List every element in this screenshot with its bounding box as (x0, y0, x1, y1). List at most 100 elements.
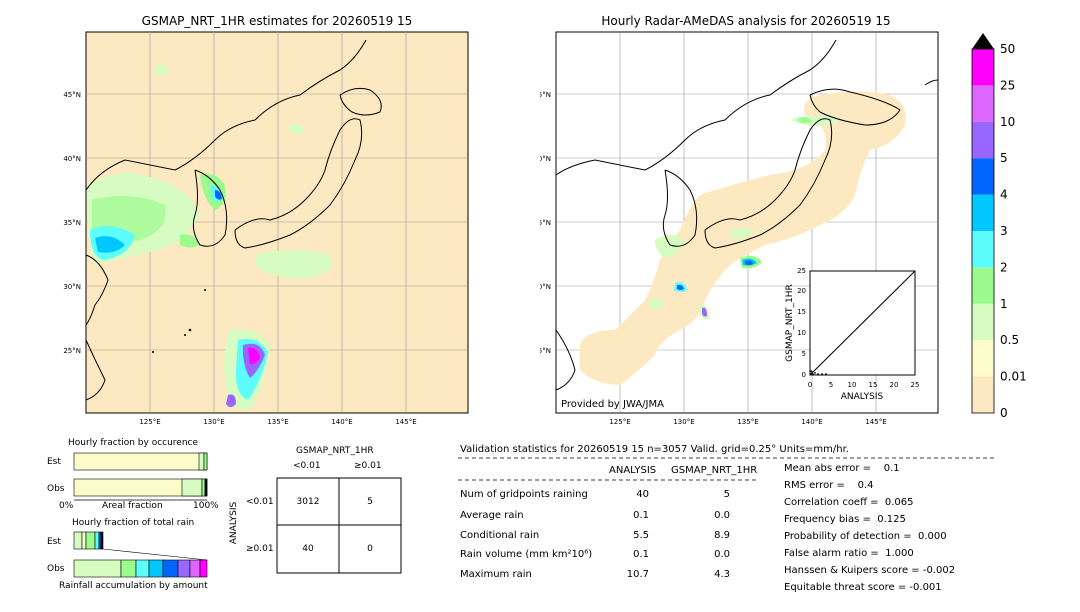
right-lon-145: 145°E (865, 418, 886, 426)
right-lat-40: 40°N (540, 155, 551, 163)
validation-volume-gsmap: 0.0 (714, 549, 730, 560)
left-lat-40: 40°N (63, 155, 81, 163)
contingency-cell-01: 5 (367, 497, 373, 507)
validation-conditional-gsmap: 8.9 (714, 530, 730, 541)
score-mae: Mean abs error = 0.1 (784, 463, 900, 474)
inset-xtick-5: 5 (829, 381, 833, 389)
score-correlation: Correlation coeff = 0.065 (784, 497, 914, 508)
inset-ytick-20: 20 (797, 287, 806, 295)
colorbar-label-8: 10 (1000, 115, 1015, 129)
inset-scatter: 0 5 10 15 20 25 0 5 10 15 20 25 ANALYSIS… (785, 267, 920, 402)
rain-label-obs: Obs (47, 564, 65, 574)
score-rms: RMS error = 0.4 (784, 480, 874, 491)
colorbar-band-2 (972, 303, 994, 341)
validation-row-average: Average rain (460, 510, 524, 521)
left-lat-45: 45°N (63, 91, 81, 99)
occ-label-obs: Obs (47, 484, 65, 494)
colorbar-label-5: 3 (1000, 224, 1008, 238)
colorbar: 0 0.01 0.5 1 2 3 4 5 10 25 50 (971, 33, 1027, 420)
colorbar-label-10: 50 (1000, 42, 1015, 56)
colorbar-label-4: 2 (1000, 260, 1008, 274)
left-rain-patches (87, 64, 333, 410)
occurrence-title: Hourly fraction by occurence (68, 438, 199, 448)
inset-ytick-5: 5 (802, 350, 806, 358)
validation-row-maximum: Maximum rain (460, 569, 532, 580)
occurrence-chart (73, 452, 208, 501)
colorbar-band-4 (972, 231, 994, 268)
validation-average-gsmap: 0.0 (714, 510, 730, 521)
score-hk: Hanssen & Kuipers score = -0.002 (784, 565, 956, 576)
right-map-title: Hourly Radar-AMeDAS analysis for 2026051… (601, 14, 891, 28)
score-frequency-bias: Frequency bias = 0.125 (784, 514, 906, 525)
inset-ytick-25: 25 (797, 267, 806, 275)
left-lat-25: 25°N (63, 347, 81, 355)
radar-credit: Provided by JWA/JMA (561, 399, 664, 410)
inset-xlabel: ANALYSIS (841, 392, 884, 402)
validation-header: Validation statistics for 20260519 15 n=… (460, 444, 849, 455)
validation-average-analysis: 0.1 (633, 510, 649, 521)
contingency-row-ge: ≥0.01 (246, 544, 274, 554)
right-lon-125: 125°E (609, 418, 630, 426)
inset-ytick-15: 15 (797, 308, 806, 316)
inset-xtick-15: 15 (869, 381, 878, 389)
score-pod: Probability of detection = 0.000 (784, 531, 947, 542)
colorbar-band-0 (972, 376, 994, 413)
colorbar-label-1: 0.01 (1000, 370, 1027, 384)
colorbar-label-7: 5 (1000, 151, 1008, 165)
right-lon-135: 135°E (737, 418, 758, 426)
colorbar-band-9 (972, 49, 994, 86)
occ-axis-label: Areal fraction (102, 501, 163, 511)
left-lat-30: 30°N (63, 283, 81, 291)
contingency-col-lt: <0.01 (293, 461, 321, 471)
contingency-col-ge: ≥0.01 (354, 461, 382, 471)
colorbar-band-3 (972, 267, 994, 304)
occ-label-est: Est (47, 457, 61, 467)
occ-axis-0: 0% (59, 501, 74, 511)
validation-volume-analysis: 0.1 (633, 549, 649, 560)
contingency-cell-00: 3012 (296, 497, 320, 507)
contingency-row-lt: <0.01 (246, 497, 274, 507)
colorbar-label-9: 25 (1000, 78, 1015, 92)
right-lon-130: 130°E (673, 418, 694, 426)
validation-gridpoints-analysis: 40 (636, 489, 649, 500)
validation-conditional-analysis: 5.5 (633, 530, 649, 541)
left-lon-125: 125°E (139, 418, 160, 426)
inset-ylabel: GSMAP_NRT_1HR (785, 284, 795, 362)
contingency-title: GSMAP_NRT_1HR (296, 446, 374, 456)
validation-gridpoints-gsmap: 5 (723, 489, 730, 500)
left-lon-145: 145°E (395, 418, 416, 426)
left-map-title: GSMAP_NRT_1HR estimates for 20260519 15 (141, 14, 413, 28)
right-lat-25: 25°N (540, 347, 551, 355)
left-map: 45°N 40°N 35°N 30°N 25°N 125°E 130°E 135… (63, 31, 469, 426)
contingency-side-label: ANALYSIS (229, 501, 240, 545)
validation-col-analysis: ANALYSIS (609, 465, 657, 476)
rainfall-title: Hourly fraction of total rain (72, 518, 195, 528)
colorbar-label-0: 0 (1000, 406, 1008, 420)
occ-axis-100: 100% (193, 501, 219, 511)
validation-divider (458, 457, 996, 459)
right-lat-35: 35°N (540, 219, 551, 227)
contingency-cell-11: 0 (367, 544, 373, 554)
score-ets: Equitable threat score = -0.001 (784, 582, 942, 593)
inset-ytick-10: 10 (797, 329, 806, 337)
right-lat-30: 30°N (540, 283, 551, 291)
colorbar-label-6: 4 (1000, 188, 1008, 202)
contingency-cell-10: 40 (302, 544, 314, 554)
validation-maximum-gsmap: 4.3 (714, 569, 730, 580)
colorbar-band-1 (972, 340, 994, 377)
radar-coverage (580, 91, 906, 385)
validation-maximum-analysis: 10.7 (626, 569, 649, 580)
colorbar-label-2: 0.5 (1000, 333, 1019, 347)
inset-xtick-0: 0 (808, 381, 812, 389)
inset-ytick-0: 0 (802, 371, 806, 379)
right-rain-patches (650, 115, 840, 320)
inset-xtick-10: 10 (848, 381, 857, 389)
score-far: False alarm ratio = 1.000 (784, 548, 914, 559)
inset-xtick-25: 25 (911, 381, 920, 389)
left-lat-35: 35°N (63, 219, 81, 227)
rainfall-footer: Rainfall accumulation by amount (59, 581, 208, 591)
colorbar-band-8 (972, 85, 994, 122)
validation-col-gsmap: GSMAP_NRT_1HR (671, 465, 758, 476)
contingency-grid (276, 477, 402, 574)
right-lat-45: 45°N (540, 91, 551, 99)
